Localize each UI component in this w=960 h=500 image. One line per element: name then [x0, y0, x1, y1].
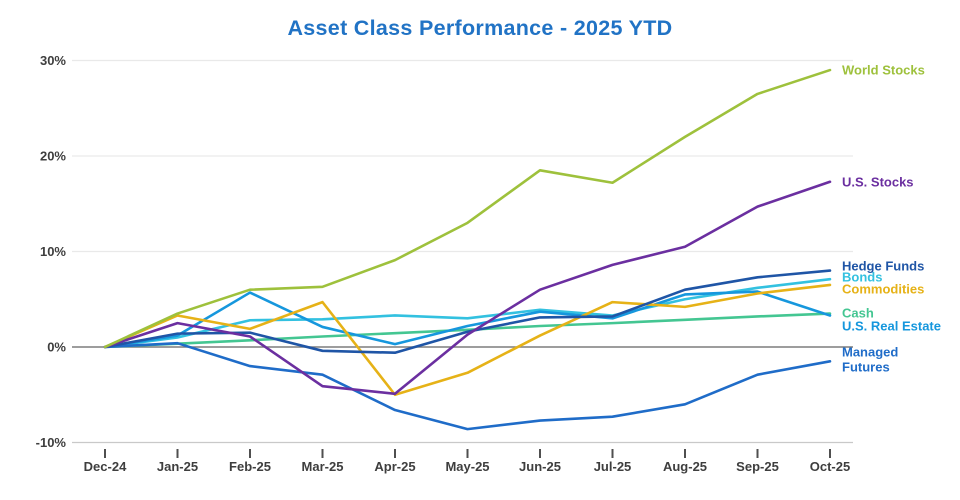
x-axis-tick-label: Jul-25: [594, 459, 632, 474]
x-axis-tick-label: Apr-25: [374, 459, 415, 474]
series-label-commodities: Commodities: [842, 282, 924, 297]
series-line-cash: [103, 312, 832, 349]
x-axis-tick-label: Jan-25: [157, 459, 198, 474]
y-axis-tick-label: 10%: [40, 244, 66, 259]
x-axis-tick-label: Dec-24: [84, 459, 127, 474]
series-line-commodities: [103, 283, 832, 397]
x-axis-tick-label: Mar-25: [302, 459, 344, 474]
y-axis-tick-label: 20%: [40, 149, 66, 164]
x-axis-tick-label: Aug-25: [663, 459, 707, 474]
series-label-bonds: Bonds: [842, 270, 882, 285]
series-line-managed-futures: [103, 341, 832, 431]
series-line-u-s-stocks: [103, 180, 832, 396]
x-axis-tick-label: May-25: [445, 459, 489, 474]
series-label-managed-futures: Managed: [842, 345, 898, 360]
chart-title: Asset Class Performance - 2025 YTD: [287, 16, 673, 40]
series-label-u-s-stocks: U.S. Stocks: [842, 175, 914, 190]
series-line-u-s-real-estate: [103, 290, 832, 349]
y-axis-tick-label: 0%: [47, 340, 66, 355]
series-label-cash: Cash: [842, 306, 874, 321]
y-axis-tick-label: -10%: [36, 435, 67, 450]
series-label-world-stocks: World Stocks: [842, 63, 925, 78]
series-line-world-stocks: [103, 68, 832, 349]
series-line-bonds: [103, 277, 832, 349]
series-line-hedge-funds: [103, 269, 832, 355]
x-axis-tick-label: Jun-25: [519, 459, 561, 474]
x-axis-tick-label: Feb-25: [229, 459, 271, 474]
series-label-u-s-real-estate: U.S. Real Estate: [842, 319, 941, 334]
series-label-hedge-funds: Hedge Funds: [842, 259, 924, 274]
x-axis-tick-label: Oct-25: [810, 459, 850, 474]
x-axis-tick-label: Sep-25: [736, 459, 779, 474]
series-label-managed-futures: Futures: [842, 360, 890, 375]
y-axis-tick-label: 30%: [40, 53, 66, 68]
